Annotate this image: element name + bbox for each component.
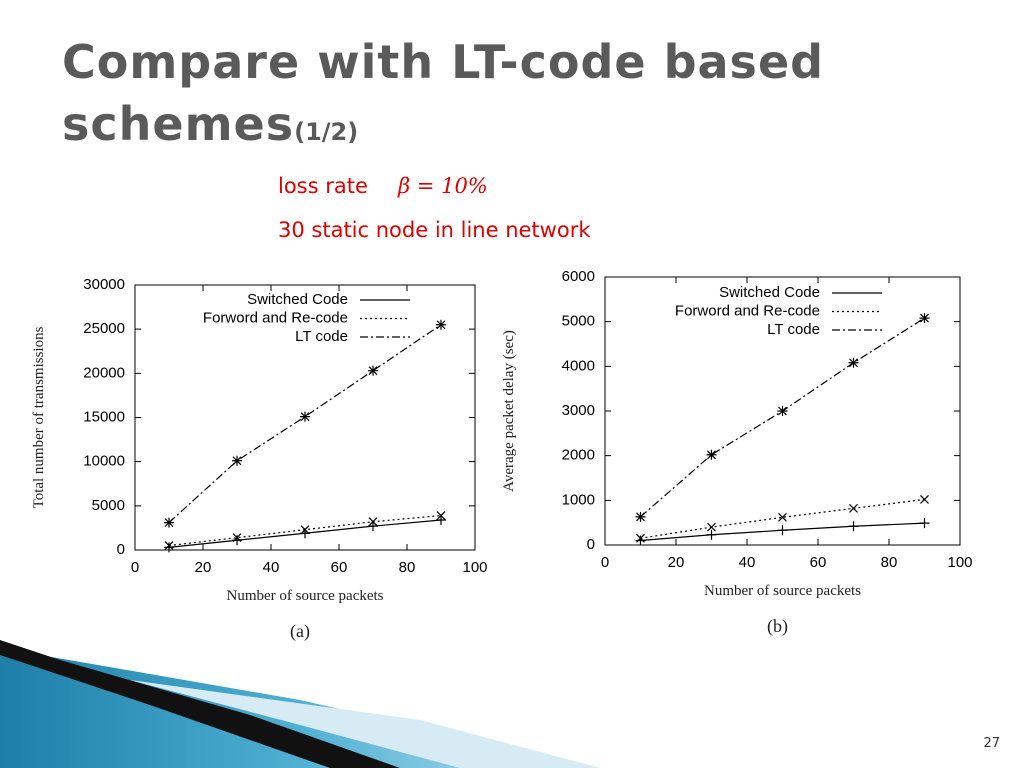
data-point [300,525,310,535]
legend-label: Forword and Re-code [203,309,348,326]
x-tick-label: 80 [399,559,416,576]
legend-label: Switched Code [719,284,820,301]
data-point [368,517,378,527]
data-point [164,542,174,553]
y-tick-label: 2000 [562,447,595,464]
x-tick-label: 60 [810,554,827,571]
title-line: Compare with LT-code based [62,35,824,89]
data-point [164,541,174,551]
data-point [849,503,858,513]
data-point [920,495,929,504]
data-point [436,514,446,525]
data-point [232,535,242,546]
x-tick-label: 80 [881,554,898,571]
y-tick-label: 6000 [562,268,595,285]
y-tick-label: 25000 [83,320,125,337]
data-point [368,521,378,532]
legend-label: LT code [767,321,820,338]
x-tick-label: 20 [195,559,212,576]
y-tick-label: 4000 [562,357,595,374]
x-tick-label: 100 [462,559,487,576]
y-tick-label: 3000 [562,402,595,419]
data-point [848,521,859,532]
legend-label: LT code [295,328,348,345]
y-tick-label: 5000 [562,313,595,330]
data-point [635,535,646,546]
y-tick-label: 30000 [83,276,125,293]
x-tick-label: 100 [947,554,972,571]
data-point [919,313,930,324]
legend-label: Forword and Re-code [675,302,820,319]
series-line [640,317,925,518]
loss-rate-value: β = 10% [397,174,488,198]
data-point [232,533,242,543]
loss-rate-label: loss rate [278,174,368,198]
data-point [777,525,788,536]
data-point [436,511,446,520]
decor-light [130,680,600,768]
y-tick-label: 0 [117,541,125,558]
title-line: schemes [62,97,294,151]
x-tick-label: 0 [601,554,609,571]
series-line [168,324,442,524]
x-axis-label: Number of source packets [704,583,861,599]
data-point [706,529,717,540]
x-tick-label: 0 [131,559,139,576]
x-tick-label: 40 [739,554,756,571]
page-number: 27 [983,736,1000,751]
data-point [706,449,717,460]
network-note: 30 static node in line network [278,218,591,242]
y-tick-label: 5000 [92,497,125,514]
data-point [636,533,645,543]
y-tick-label: 0 [587,536,595,553]
x-tick-label: 40 [263,559,280,576]
data-point [368,365,378,376]
title-line: schemes(1/2) [62,97,358,151]
x-tick-label: 20 [668,554,685,571]
data-point [919,518,930,529]
data-point [635,511,646,522]
legend-label: Switched Code [247,291,348,308]
y-axis-label: Average packet delay (sec) [501,330,517,492]
data-point [232,455,242,466]
y-tick-label: 20000 [83,364,125,381]
x-tick-label: 60 [331,559,348,576]
decor-stripe [0,640,400,768]
caption: (a) [290,621,310,642]
y-tick-label: 1000 [562,491,595,508]
data-point [848,357,859,368]
caption: (b) [767,616,788,637]
x-axis-label: Number of source packets [226,588,383,604]
data-point [300,411,310,422]
title-suffix: (1/2) [294,118,358,146]
y-tick-label: 15000 [83,408,125,425]
data-point [164,517,174,528]
data-point [778,512,787,522]
data-point [707,522,716,532]
data-point [777,406,788,416]
y-tick-label: 10000 [83,453,125,470]
data-point [436,319,446,330]
y-axis-label: Total number of transmissions [31,326,47,508]
